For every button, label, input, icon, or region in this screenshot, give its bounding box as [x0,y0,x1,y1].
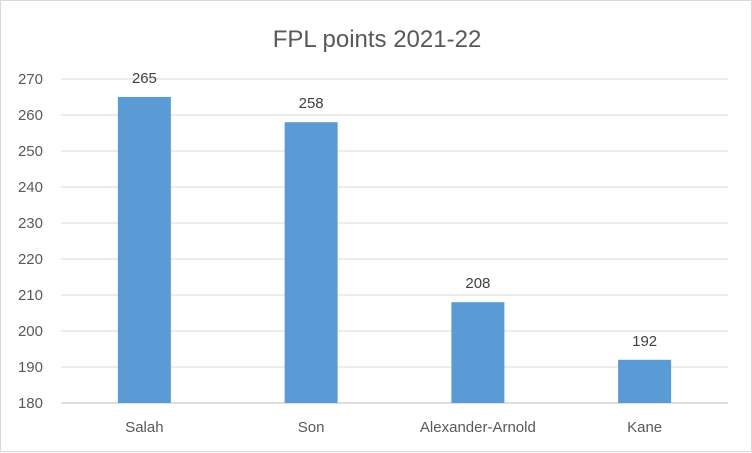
bar-salah [117,97,171,403]
y-tick-label: 260 [18,107,43,124]
bar-alexander-arnold [451,302,505,403]
y-axis-ticks: 180 190 200 210 220 230 240 250 260 270 [18,71,43,412]
y-tick-label: 210 [18,287,43,304]
data-label: 192 [632,333,657,350]
data-label: 258 [299,95,324,112]
gridlines [61,78,728,404]
y-tick-label: 250 [18,143,43,160]
category-label: Salah [125,419,163,436]
category-label: Alexander-Arnold [420,419,536,436]
data-label: 265 [132,70,157,87]
y-tick-label: 270 [18,71,43,88]
bar-kane [618,359,672,403]
bars [117,97,672,403]
data-label: 208 [465,275,490,292]
category-label: Kane [627,419,662,436]
x-axis-categories: Salah Son Alexander-Arnold Kane [125,419,662,436]
y-tick-label: 190 [18,359,43,376]
bar-son [284,122,338,403]
category-label: Son [298,419,325,436]
y-tick-label: 200 [18,323,43,340]
data-labels: 265 258 208 192 [132,70,657,350]
y-tick-label: 230 [18,215,43,232]
y-tick-label: 220 [18,251,43,268]
chart-title: FPL points 2021-22 [273,26,482,53]
y-tick-label: 180 [18,395,43,412]
y-tick-label: 240 [18,179,43,196]
